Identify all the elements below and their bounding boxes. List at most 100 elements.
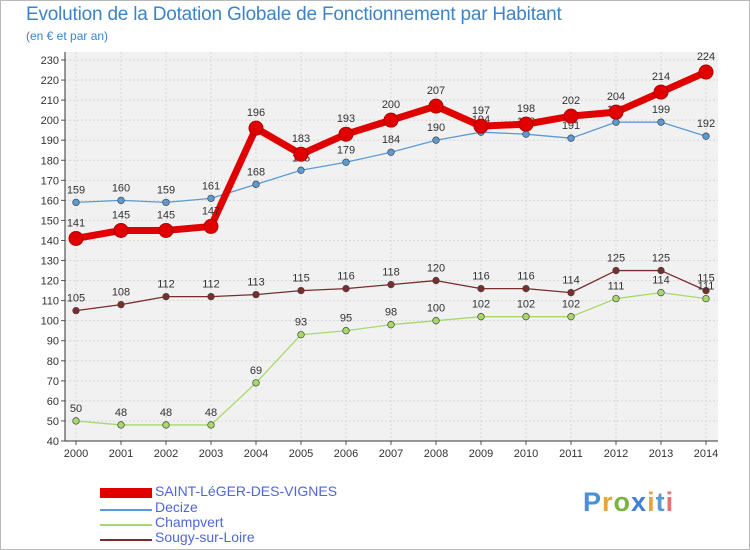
data-label: 108 [112,287,130,299]
data-point [297,166,305,174]
legend-label-saint-leger: SAINT-LéGER-DES-VIGNES [155,483,338,499]
data-point [522,284,530,293]
data-label: 48 [160,407,172,419]
data-label: 48 [205,407,217,419]
data-point [252,290,260,299]
data-point [567,288,575,297]
x-tick-label: 2010 [514,448,538,460]
data-point [387,148,395,156]
data-label: 192 [697,118,715,130]
data-label: 48 [115,407,127,419]
data-label: 159 [67,184,85,196]
data-label: 141 [67,217,85,229]
series-0: 141 145 145 147 196 183 193 200 207 197 198 202 204 2… [67,51,715,246]
data-label: 116 [517,271,535,283]
data-point [117,196,125,205]
data-label: 102 [517,299,535,311]
y-tick-label: 120 [41,276,59,288]
series-2: 50 48 48 48 69 93 95 98 100 102 102 102 111 114 111 [70,275,714,429]
legend-swatch-sougy [100,539,152,541]
legend-label-sougy: Sougy-sur-Loire [155,529,255,545]
data-label: 112 [202,279,220,291]
data-label: 118 [382,267,400,279]
x-tick-label: 2009 [469,448,493,460]
data-point [477,313,485,321]
data-label: 114 [562,275,580,287]
x-tick-label: 2012 [604,448,628,460]
data-point [432,136,440,144]
x-tick-label: 2007 [379,448,403,460]
y-tick-label: 80 [47,356,59,368]
y-tick-label: 90 [47,336,59,348]
data-point [252,180,260,188]
data-label: 200 [382,99,400,111]
data-label: 202 [562,95,580,107]
data-point [162,198,170,207]
data-label: 102 [562,299,580,311]
data-point [428,98,444,114]
data-point [117,300,125,309]
data-point [522,313,530,321]
data-point [657,118,665,126]
y-tick-label: 70 [47,376,59,388]
data-point [653,84,669,100]
data-label: 224 [697,51,715,63]
data-label: 111 [608,281,625,293]
x-tick-label: 2003 [199,448,223,460]
data-point [432,276,440,285]
data-label: 159 [157,184,175,196]
data-point [698,64,714,80]
data-point [567,134,575,142]
logo-letter: o [613,487,632,517]
data-point [252,379,260,387]
data-label: 179 [337,144,355,156]
data-point [293,146,309,162]
data-point [518,116,534,132]
data-point [477,284,485,293]
y-tick-label: 160 [41,195,59,207]
data-point [432,317,440,325]
data-label: 145 [112,209,130,221]
data-point [657,266,665,275]
data-label: 191 [562,120,580,132]
data-label: 147 [202,205,220,217]
x-tick-label: 2006 [334,448,358,460]
data-point [612,118,620,126]
data-label: 125 [607,253,625,265]
y-tick-label: 170 [41,175,59,187]
legend-swatch-decize [100,509,152,511]
data-label: 125 [652,253,670,265]
y-tick-label: 190 [41,135,59,147]
data-label: 105 [67,293,85,305]
data-point [342,284,350,293]
y-tick-label: 50 [47,416,59,428]
data-point [297,331,305,339]
y-tick-label: 200 [41,115,59,127]
data-point [702,294,710,303]
data-label: 190 [427,122,445,134]
data-point [612,294,620,303]
data-point [72,198,80,207]
data-point [702,286,710,295]
data-label: 184 [382,134,400,146]
y-tick-label: 40 [47,436,59,448]
y-tick-label: 100 [41,316,59,328]
x-tick-label: 2002 [154,448,178,460]
data-point [207,194,215,203]
data-label: 161 [202,180,220,192]
data-label: 199 [652,104,670,116]
data-label: 98 [385,307,397,319]
y-tick-label: 210 [41,95,59,107]
proxiti-logo[interactable]: Proxiti [583,487,674,518]
data-point [158,222,174,238]
data-label: 168 [247,166,265,178]
data-point [473,118,489,134]
chart-title: Evolution de la Dotation Globale de Fonc… [26,4,562,25]
y-tick-label: 220 [41,75,59,87]
data-point [522,130,530,138]
x-tick-label: 2014 [694,448,718,460]
y-tick-label: 230 [41,55,59,67]
data-point [342,158,350,166]
legend-swatch-saint-leger [100,488,152,498]
data-point [113,222,129,238]
